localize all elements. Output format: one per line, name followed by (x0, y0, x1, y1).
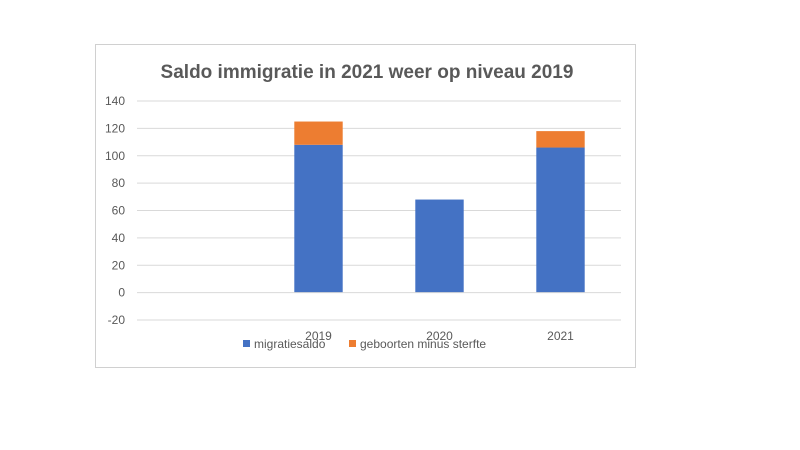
chart: Saldo immigratie in 2021 weer op niveau … (105, 62, 621, 351)
x-axis-ticks: 2019 2020 2021 (305, 329, 574, 343)
chart-title: Saldo immigratie in 2021 weer op niveau … (161, 62, 574, 83)
y-tick-label: 80 (112, 176, 126, 190)
y-tick-label: 60 (112, 204, 126, 218)
legend-label: migratiesaldo (254, 337, 326, 351)
bars (294, 121, 585, 293)
y-tick-label: 0 (118, 286, 125, 300)
y-tick-label: 120 (105, 121, 125, 135)
gridlines (137, 100, 621, 321)
legend: migratiesaldo geboorten minus sterfte (243, 337, 486, 351)
y-tick-label: 140 (105, 94, 125, 108)
y-tick-label: 100 (105, 149, 125, 163)
legend-swatch (349, 340, 356, 347)
y-tick-label: 20 (112, 258, 126, 272)
bar-geboorten-minus-sterfte-2019 (294, 121, 343, 145)
x-tick-label: 2019 (305, 329, 332, 343)
bar-geboorten-minus-sterfte-2021 (536, 131, 585, 148)
y-tick-label: -20 (108, 313, 126, 327)
bar-migratiesaldo-2020 (415, 199, 464, 293)
bar-migratiesaldo-2019 (294, 144, 343, 293)
y-tick-label: 40 (112, 231, 126, 245)
chart-frame: Saldo immigratie in 2021 weer op niveau … (95, 44, 636, 368)
y-axis-ticks: -20 0 20 40 60 80 100 120 140 (105, 94, 125, 327)
legend-label: geboorten minus sterfte (360, 337, 486, 351)
legend-swatch (243, 340, 250, 347)
x-tick-label: 2021 (547, 329, 574, 343)
x-tick-label: 2020 (426, 329, 453, 343)
bar-migratiesaldo-2021 (536, 147, 585, 293)
